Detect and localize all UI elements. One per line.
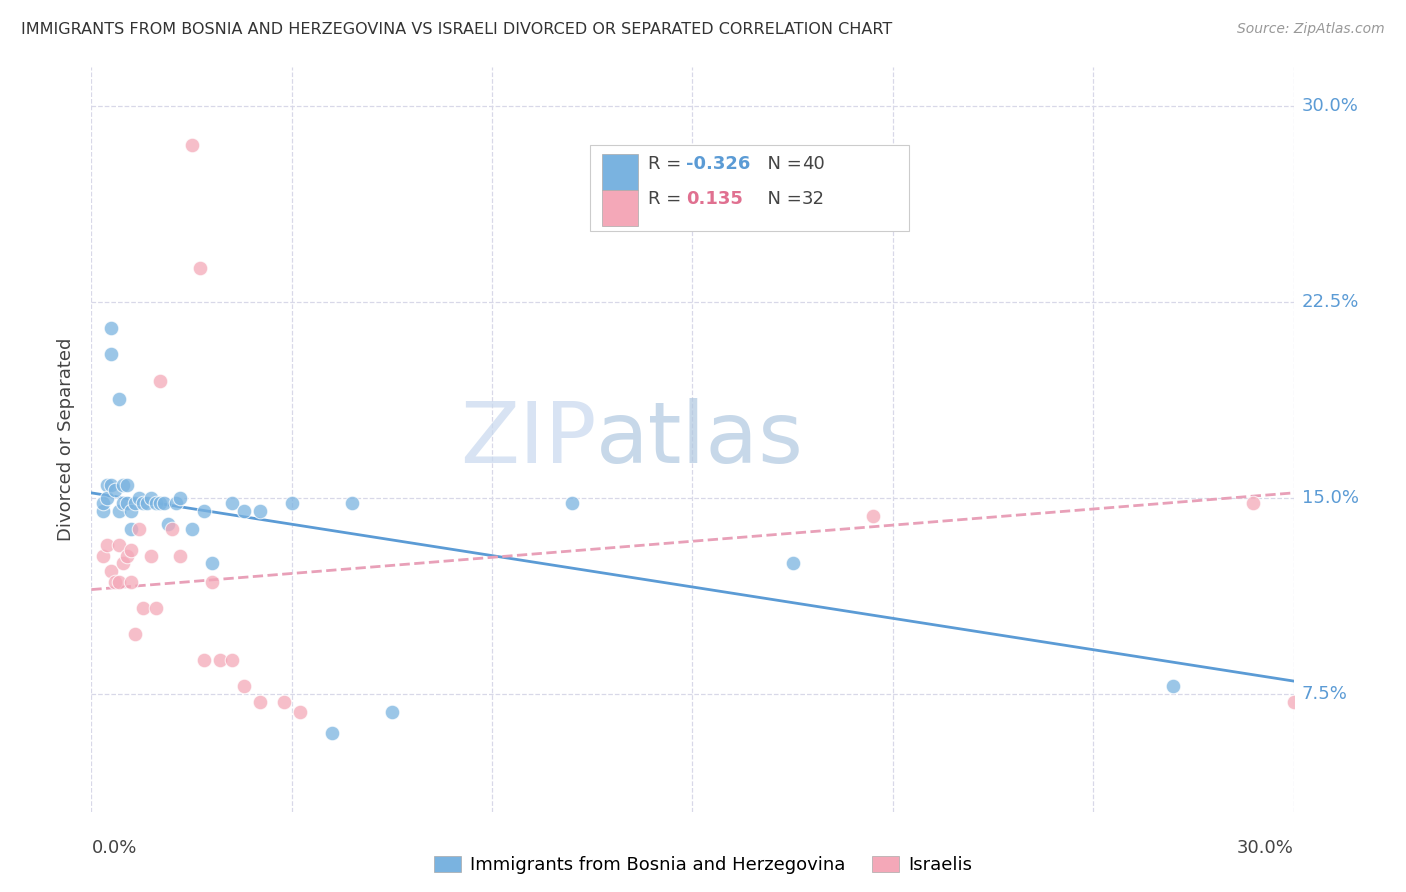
Text: 7.5%: 7.5% (1302, 685, 1348, 703)
Point (132, 496, 155, 510)
Point (96, 478, 118, 492)
Point (193, 504, 215, 518)
Point (132, 600, 155, 615)
Point (288, 706, 311, 720)
Point (221, 496, 243, 510)
Point (100, 321, 122, 335)
Point (340, 496, 363, 510)
Point (145, 496, 167, 510)
Point (93, 504, 115, 518)
Text: R =: R = (648, 190, 693, 208)
Point (1382, 739, 1405, 754)
Point (124, 627, 146, 641)
Point (1282, 695, 1305, 709)
Text: 30.0%: 30.0% (1237, 839, 1294, 857)
Point (117, 496, 139, 510)
Point (281, 496, 304, 510)
Point (232, 679, 254, 693)
Point (100, 347, 122, 361)
Point (381, 706, 404, 720)
Point (112, 478, 135, 492)
Point (193, 653, 215, 667)
Point (112, 557, 135, 571)
Legend: Immigrants from Bosnia and Herzegovina, Israelis: Immigrants from Bosnia and Herzegovina, … (433, 855, 973, 874)
Point (93, 496, 115, 510)
FancyBboxPatch shape (602, 190, 638, 226)
Point (148, 374, 170, 388)
Text: atlas: atlas (596, 398, 804, 481)
Point (273, 695, 295, 709)
Point (201, 557, 224, 571)
Text: 0.0%: 0.0% (91, 839, 136, 857)
Text: 15.0%: 15.0% (1302, 489, 1358, 508)
Point (232, 504, 254, 518)
Point (249, 695, 271, 709)
Point (108, 392, 131, 406)
Point (117, 478, 139, 492)
FancyBboxPatch shape (602, 154, 638, 190)
Point (100, 564, 122, 578)
Text: IMMIGRANTS FROM BOSNIA AND HERZEGOVINA VS ISRAELI DIVORCED OR SEPARATED CORRELAT: IMMIGRANTS FROM BOSNIA AND HERZEGOVINA V… (21, 22, 893, 37)
Text: ZIP: ZIP (460, 398, 596, 481)
Point (136, 496, 159, 510)
Point (862, 509, 884, 524)
Point (100, 478, 122, 492)
Point (160, 523, 183, 537)
Point (561, 496, 583, 510)
Point (104, 574, 127, 589)
Point (141, 549, 163, 563)
Point (169, 549, 191, 563)
Point (124, 496, 146, 510)
Text: Source: ZipAtlas.com: Source: ZipAtlas.com (1237, 22, 1385, 37)
Y-axis label: Divorced or Separated: Divorced or Separated (58, 338, 76, 541)
Point (201, 574, 224, 589)
Point (169, 491, 191, 505)
Point (148, 496, 170, 510)
Point (165, 496, 187, 510)
Point (141, 491, 163, 505)
Point (104, 483, 127, 498)
Point (108, 504, 131, 518)
Point (180, 138, 202, 153)
Text: 30.0%: 30.0% (1302, 97, 1358, 115)
Point (152, 496, 174, 510)
Text: 0.135: 0.135 (686, 190, 744, 208)
Text: R =: R = (648, 154, 688, 173)
Point (321, 726, 343, 740)
Point (188, 261, 211, 276)
Text: 40: 40 (801, 154, 824, 173)
Text: N =: N = (756, 190, 807, 208)
Point (121, 504, 143, 518)
Point (121, 574, 143, 589)
Point (782, 557, 804, 571)
Point (96, 491, 118, 505)
Text: N =: N = (756, 154, 807, 173)
Point (96, 538, 118, 552)
Point (112, 496, 135, 510)
Point (108, 538, 131, 552)
Text: 22.5%: 22.5% (1302, 293, 1360, 311)
Point (249, 504, 271, 518)
Point (221, 653, 243, 667)
Point (117, 549, 139, 563)
Point (93, 549, 115, 563)
Text: -0.326: -0.326 (686, 154, 751, 173)
Point (1163, 679, 1185, 693)
Point (1243, 496, 1265, 510)
FancyBboxPatch shape (591, 145, 908, 231)
Point (128, 491, 150, 505)
Point (128, 523, 150, 537)
Point (156, 517, 179, 532)
Point (121, 543, 143, 558)
Point (108, 574, 131, 589)
Point (208, 653, 231, 667)
Point (145, 600, 167, 615)
Text: 32: 32 (801, 190, 825, 208)
Point (180, 523, 202, 537)
Point (121, 523, 143, 537)
